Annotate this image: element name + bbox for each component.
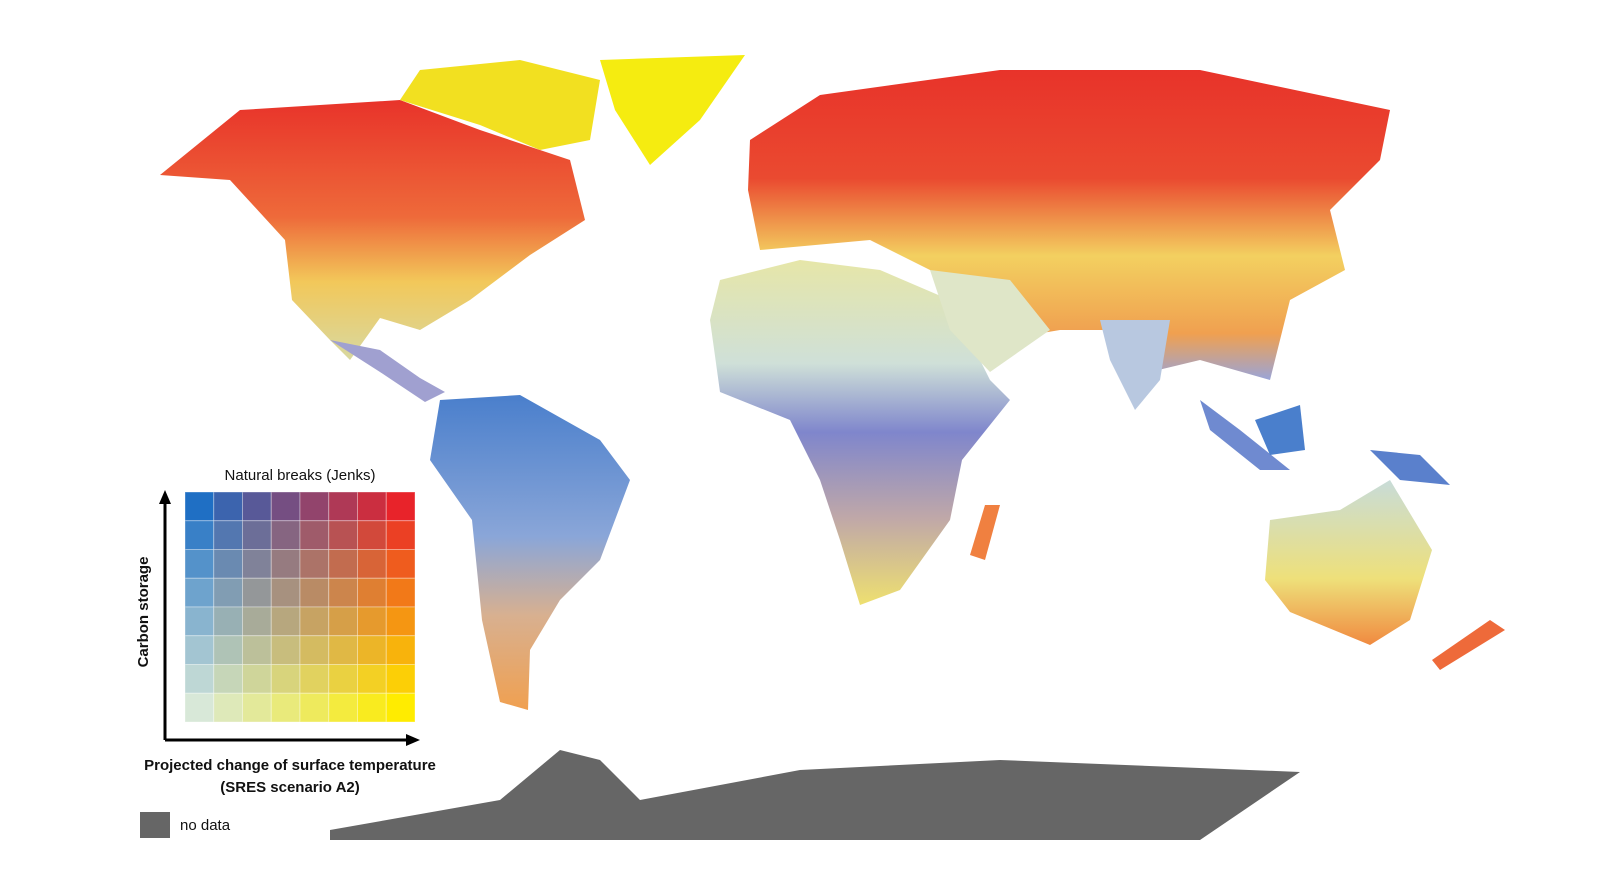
no-data-swatch [140,812,170,838]
legend-cell [242,664,272,694]
legend-cell [299,549,330,579]
legend-grid [184,491,416,723]
x-axis-label: (SRES scenario A2) [220,779,360,796]
y-arrow-head [159,490,171,504]
new-zealand [1432,620,1505,670]
legend-cell [213,664,243,694]
antarctica [330,750,1300,840]
legend-cell [270,692,301,723]
legend-cell [385,692,416,723]
legend-cell [357,692,387,723]
legend-cell [270,491,301,522]
legend-cell [184,491,215,522]
legend-cell [328,520,358,550]
eurasia [748,70,1390,380]
legend-cell [242,635,272,665]
borneo [1255,405,1305,455]
india [1100,320,1170,410]
legend-cell [184,549,215,579]
legend-cell [270,606,301,637]
legend-cell [357,664,387,694]
legend-cell [184,635,215,665]
legend-cell [357,549,387,579]
legend-cell [213,635,243,665]
new-guinea [1370,450,1450,485]
legend-cell [299,577,330,608]
legend-cell [242,491,272,522]
legend-cell [299,491,330,522]
x-arrow-head [406,734,420,746]
landmasses [160,55,1505,840]
africa [710,260,1010,605]
southeast-asia [1200,400,1290,470]
legend-cell [328,577,358,608]
legend-cell [328,491,358,522]
legend-cell [299,606,330,637]
legend-cell [299,520,330,550]
legend-title: Natural breaks (Jenks) [225,467,376,484]
legend-cell [184,520,215,550]
legend-cell [213,491,243,522]
madagascar [970,505,1000,560]
legend-cell [385,577,416,608]
legend-cell [242,606,272,637]
legend-cell [213,520,243,550]
legend-cell [357,606,387,637]
legend: Natural breaks (Jenks) Carbon storage Pr… [135,467,436,838]
legend-cell [242,577,272,608]
legend-cell [385,635,416,665]
north-america [160,100,585,360]
legend-cell [270,549,301,579]
no-data-label: no data [180,817,231,834]
legend-cell [328,549,358,579]
legend-cell [385,664,416,694]
legend-cell [213,606,243,637]
legend-cell [385,491,416,522]
legend-cell [357,520,387,550]
legend-cell [299,664,330,694]
legend-cell [184,664,215,694]
legend-cell [184,692,215,723]
legend-cell [328,606,358,637]
legend-cell [328,692,358,723]
legend-cell [385,606,416,637]
legend-cell [299,635,330,665]
y-axis-label: Carbon storage [135,557,152,668]
legend-cell [328,664,358,694]
x-axis-label: Projected change of surface temperature [144,757,436,774]
legend-cell [357,577,387,608]
legend-cell [184,577,215,608]
legend-cell [385,520,416,550]
legend-cell [270,577,301,608]
legend-cell [242,520,272,550]
legend-cell [213,549,243,579]
legend-cell [270,664,301,694]
arctic-islands [400,60,600,150]
australia [1265,480,1432,645]
greenland [600,55,745,165]
legend-cell [328,635,358,665]
south-america [430,395,630,710]
legend-cell [299,692,330,723]
legend-cell [385,549,416,579]
legend-cell [242,549,272,579]
arabia [930,270,1050,372]
central-america [330,340,445,402]
legend-cell [184,606,215,637]
legend-cell [270,520,301,550]
legend-cell [242,692,272,723]
legend-cell [213,692,243,723]
legend-cell [213,577,243,608]
legend-cell [357,491,387,522]
legend-cell [357,635,387,665]
legend-cell [270,635,301,665]
